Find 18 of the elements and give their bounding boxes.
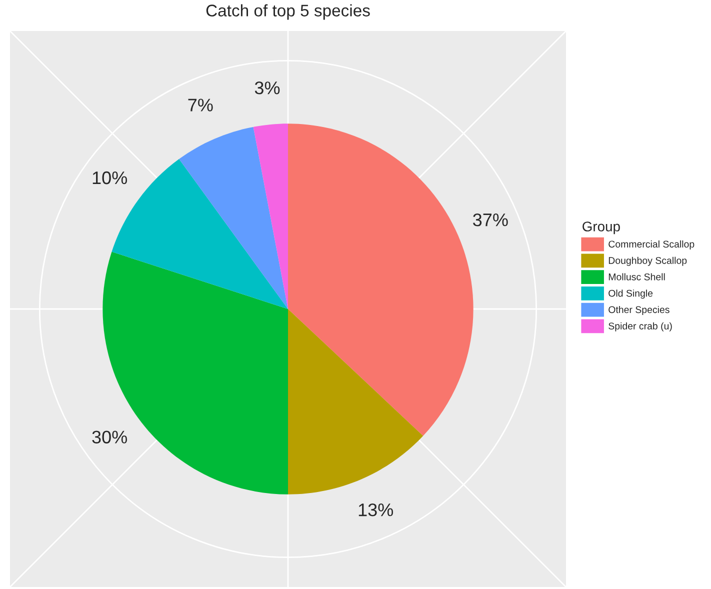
chart-title: Catch of top 5 species (206, 4, 370, 20)
data-label: 7% (188, 98, 213, 112)
legend-label: Old Single (608, 290, 653, 299)
pie-slice (288, 309, 424, 494)
data-label: 13% (358, 503, 394, 516)
data-label: 30% (92, 430, 127, 444)
data-label: 10% (92, 171, 127, 184)
legend-title: Group (582, 222, 620, 234)
legend-label: Mollusc Shell (608, 273, 665, 280)
pie-slice (288, 124, 474, 436)
data-label: 3% (254, 81, 280, 94)
legend-label: Doughboy Scallop (608, 256, 687, 266)
pie-slice (179, 126, 288, 309)
data-label: 37% (473, 213, 508, 226)
legend-label: Spider crab (u) (608, 322, 672, 332)
legend-label: Other Species (608, 306, 670, 316)
pie-slice (253, 124, 288, 309)
legend-label: Commercial Scallop (608, 240, 694, 250)
